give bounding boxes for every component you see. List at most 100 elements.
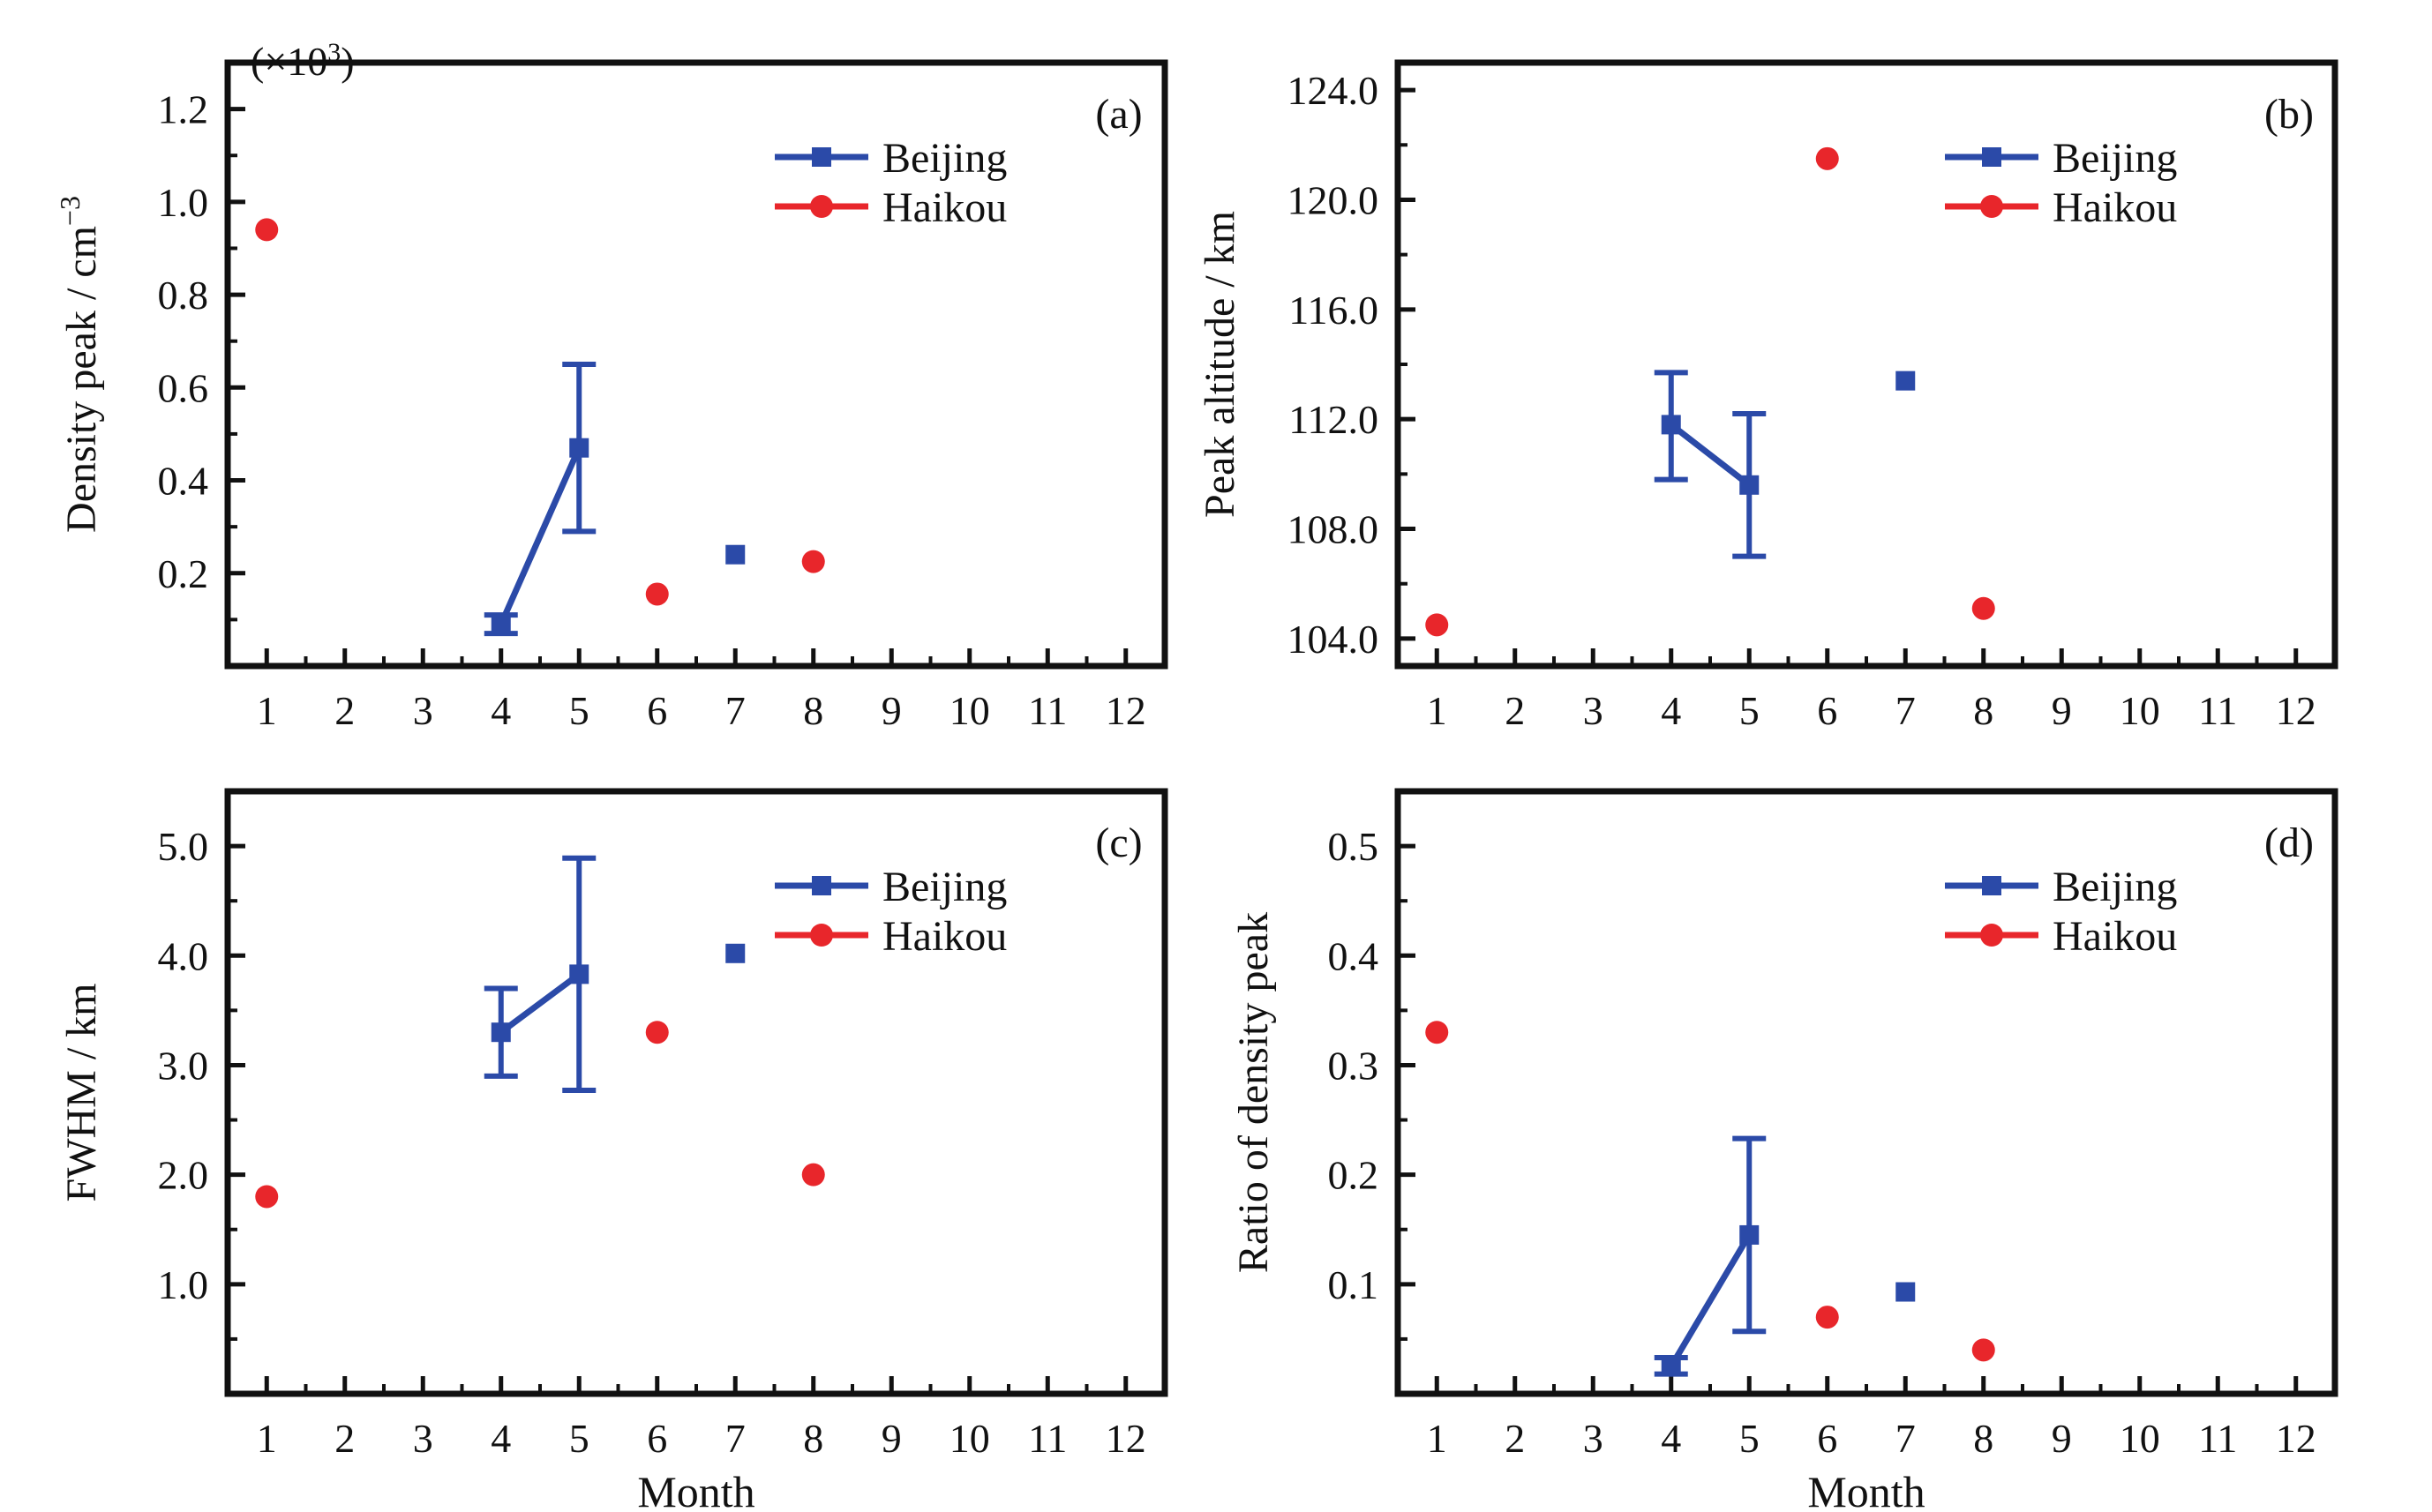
legend-item-haikou: Haikou bbox=[1945, 913, 2177, 960]
x-tick-label: 7 bbox=[725, 688, 746, 733]
y-tick-label: 0.4 bbox=[1328, 933, 1379, 978]
x-tick-label: 4 bbox=[491, 688, 511, 733]
y-tick-label: 108.0 bbox=[1287, 507, 1379, 552]
y-tick-label: 0.5 bbox=[1328, 824, 1379, 869]
y-multiplier-label: (×103) bbox=[251, 38, 355, 85]
beijing-point bbox=[1661, 415, 1681, 435]
beijing-point bbox=[569, 964, 589, 984]
legend-label: Haikou bbox=[882, 184, 1007, 231]
y-axis-label: Peak altitude / km bbox=[1197, 211, 1243, 518]
haikou-point bbox=[1815, 1306, 1839, 1329]
haikou-point bbox=[801, 550, 825, 573]
y-tick-label: 116.0 bbox=[1288, 288, 1378, 333]
y-tick-label: 0.8 bbox=[158, 273, 209, 318]
legend-item-haikou: Haikou bbox=[775, 184, 1007, 231]
y-tick-label: 0.2 bbox=[158, 551, 209, 596]
legend-marker-square bbox=[1982, 147, 2001, 167]
x-tick-label: 5 bbox=[569, 1416, 589, 1461]
x-tick-label: 1 bbox=[257, 688, 277, 733]
x-tick-label: 10 bbox=[950, 1416, 990, 1461]
haikou-point bbox=[645, 1021, 669, 1044]
beijing-point bbox=[491, 614, 511, 634]
haikou-point bbox=[1425, 1021, 1449, 1044]
y-tick-label: 0.2 bbox=[1328, 1153, 1379, 1198]
beijing-connector-line bbox=[498, 446, 582, 626]
series-haikou bbox=[255, 1021, 825, 1209]
haikou-point bbox=[1815, 146, 1839, 170]
y-tick-label: 124.0 bbox=[1287, 68, 1379, 113]
beijing-point bbox=[1895, 1282, 1916, 1302]
x-tick-label: 6 bbox=[647, 1416, 667, 1461]
x-tick-label: 9 bbox=[882, 1416, 902, 1461]
y-axis-label-superscript: −3 bbox=[54, 196, 86, 226]
legend-marker-square bbox=[1982, 876, 2001, 895]
beijing-point bbox=[1661, 1356, 1681, 1376]
x-tick-label: 6 bbox=[1817, 688, 1837, 733]
legend-label: Haikou bbox=[2053, 184, 2177, 231]
y-tick-label: 0.1 bbox=[1328, 1262, 1379, 1307]
y-tick-label: 104.0 bbox=[1287, 617, 1379, 662]
haikou-point bbox=[1971, 1338, 1995, 1362]
x-tick-label: 11 bbox=[2198, 688, 2237, 733]
x-tick-label: 9 bbox=[882, 688, 902, 733]
legend-marker-circle bbox=[810, 195, 833, 218]
panel-letter: (a) bbox=[1095, 91, 1142, 138]
beijing-point bbox=[725, 943, 746, 963]
series-beijing bbox=[1654, 370, 1916, 559]
legend-marker-circle bbox=[1980, 195, 2003, 218]
y-axis-label: FWHM / km bbox=[58, 983, 105, 1201]
series-beijing bbox=[484, 362, 746, 637]
y-tick-label: 0.3 bbox=[1328, 1043, 1379, 1088]
x-tick-label: 7 bbox=[1895, 688, 1916, 733]
x-tick-label: 1 bbox=[1427, 688, 1447, 733]
legend-item-beijing: Beijing bbox=[1945, 135, 2177, 182]
haikou-point bbox=[645, 582, 669, 606]
plot-frame bbox=[224, 788, 1168, 1397]
series-haikou bbox=[1425, 1021, 1995, 1362]
beijing-point bbox=[1895, 371, 1916, 391]
x-tick-label: 3 bbox=[1583, 688, 1603, 733]
y-tick-label: 0.6 bbox=[158, 365, 209, 410]
x-tick-label: 11 bbox=[1028, 688, 1067, 733]
legend-label: Beijing bbox=[882, 864, 1007, 910]
legend-item-haikou: Haikou bbox=[1945, 184, 2177, 231]
series-beijing bbox=[1654, 1135, 1916, 1377]
x-tick-label: 10 bbox=[950, 688, 990, 733]
x-tick-label: 12 bbox=[1106, 1416, 1146, 1461]
haikou-point bbox=[1425, 613, 1449, 637]
x-tick-label: 4 bbox=[491, 1416, 511, 1461]
x-tick-label: 10 bbox=[2120, 1416, 2160, 1461]
panel-letter: (d) bbox=[2264, 820, 2314, 866]
legend-item-haikou: Haikou bbox=[775, 913, 1007, 960]
x-tick-label: 11 bbox=[2198, 1416, 2237, 1461]
panel-letter: (c) bbox=[1095, 820, 1142, 866]
x-tick-label: 12 bbox=[2276, 688, 2316, 733]
y-tick-label: 1.0 bbox=[158, 1262, 209, 1307]
y-multiplier-exponent: 3 bbox=[327, 38, 341, 67]
x-tick-label: 3 bbox=[1583, 1416, 1603, 1461]
series-haikou bbox=[255, 218, 825, 606]
x-axis-label: Month bbox=[637, 1467, 754, 1512]
y-axis-label: Ratio of density peak bbox=[1230, 912, 1277, 1273]
x-tick-label: 10 bbox=[2120, 688, 2160, 733]
legend-marker-circle bbox=[1980, 924, 2003, 947]
x-tick-label: 12 bbox=[2276, 1416, 2316, 1461]
y-tick-label: 112.0 bbox=[1288, 397, 1378, 442]
x-tick-label: 3 bbox=[413, 688, 433, 733]
y-tick-label: 4.0 bbox=[158, 933, 209, 978]
plot-frame bbox=[224, 59, 1168, 670]
x-tick-label: 2 bbox=[1505, 688, 1525, 733]
legend-label: Beijing bbox=[2053, 135, 2177, 182]
legend-marker-circle bbox=[810, 924, 833, 947]
x-tick-label: 9 bbox=[2052, 688, 2072, 733]
x-tick-label: 1 bbox=[1427, 1416, 1447, 1461]
y-tick-label: 0.4 bbox=[158, 459, 209, 504]
legend-marker-square bbox=[812, 876, 831, 895]
y-tick-label: 1.0 bbox=[158, 180, 209, 225]
beijing-point bbox=[1739, 475, 1760, 495]
